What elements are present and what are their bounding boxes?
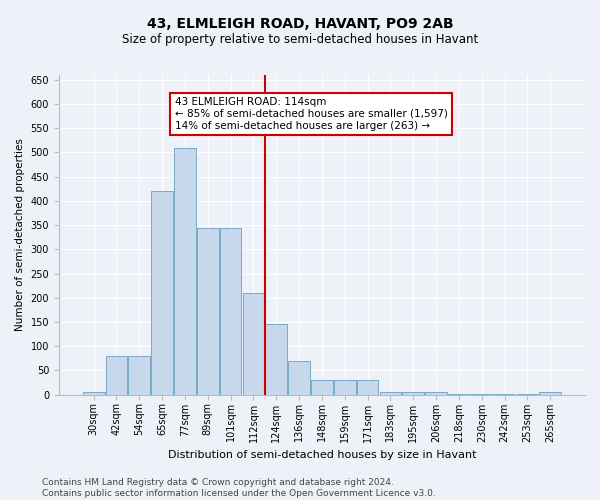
X-axis label: Distribution of semi-detached houses by size in Havant: Distribution of semi-detached houses by … bbox=[168, 450, 476, 460]
Bar bbox=[311, 380, 333, 394]
Bar bbox=[151, 191, 173, 394]
Text: Size of property relative to semi-detached houses in Havant: Size of property relative to semi-detach… bbox=[122, 32, 478, 46]
Bar bbox=[174, 148, 196, 394]
Bar bbox=[380, 392, 401, 394]
Bar bbox=[197, 228, 218, 394]
Text: Contains HM Land Registry data © Crown copyright and database right 2024.
Contai: Contains HM Land Registry data © Crown c… bbox=[42, 478, 436, 498]
Bar bbox=[425, 392, 447, 394]
Bar bbox=[357, 380, 379, 394]
Bar bbox=[220, 228, 241, 394]
Bar bbox=[334, 380, 356, 394]
Bar bbox=[403, 392, 424, 394]
Bar bbox=[128, 356, 150, 395]
Bar bbox=[106, 356, 127, 395]
Text: 43 ELMLEIGH ROAD: 114sqm
← 85% of semi-detached houses are smaller (1,597)
14% o: 43 ELMLEIGH ROAD: 114sqm ← 85% of semi-d… bbox=[175, 98, 448, 130]
Bar bbox=[83, 392, 104, 394]
Text: 43, ELMLEIGH ROAD, HAVANT, PO9 2AB: 43, ELMLEIGH ROAD, HAVANT, PO9 2AB bbox=[146, 18, 454, 32]
Bar bbox=[288, 361, 310, 394]
Y-axis label: Number of semi-detached properties: Number of semi-detached properties bbox=[15, 138, 25, 332]
Bar bbox=[539, 392, 561, 394]
Bar bbox=[242, 293, 265, 394]
Bar bbox=[265, 324, 287, 394]
